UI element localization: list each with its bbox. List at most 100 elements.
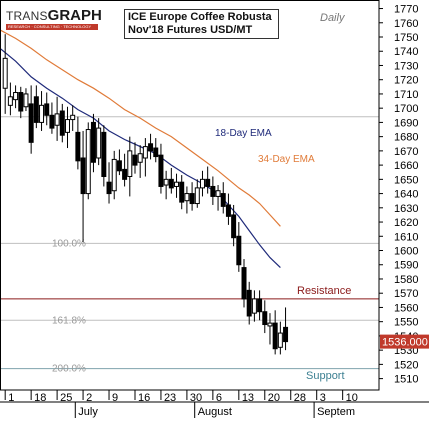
y-tick-label: 1710 [394, 89, 418, 101]
candle-down [116, 160, 122, 172]
candle-down [225, 204, 231, 217]
y-tick-label: 1680 [394, 132, 418, 144]
y-tick-label: 1520 [394, 359, 418, 371]
y-tick-label: 1550 [394, 317, 418, 329]
level-label: 161.8% [52, 315, 86, 326]
candle-up [111, 158, 117, 192]
y-tick-label: 1740 [394, 46, 418, 58]
candle-down [132, 154, 138, 166]
candle-down [283, 326, 289, 343]
candle-down [148, 143, 154, 152]
transgraph-logo: TRANSGRAPH RESEARCH · CONSULTING · TECHN… [6, 8, 102, 34]
ema-18-label: 18-Day EMA [215, 128, 272, 139]
candle-down [210, 185, 216, 197]
candle-down [179, 181, 185, 203]
candle-down [80, 157, 86, 195]
y-tick-label: 1560 [394, 302, 418, 314]
y-tick-label: 1760 [394, 18, 418, 30]
candle-up [96, 127, 102, 159]
candle-up [70, 114, 76, 121]
y-tick-label: 1590 [394, 260, 418, 272]
logo-prefix: TRANS [6, 9, 48, 23]
y-tick-label: 1670 [394, 146, 418, 158]
candle-down [106, 181, 112, 195]
candle-up [199, 178, 205, 189]
candle-up [142, 146, 148, 159]
candle-down [205, 178, 211, 187]
candle-down [231, 214, 237, 239]
y-tick-label: 1620 [394, 217, 418, 229]
candle-up [64, 119, 70, 133]
candle-up [7, 96, 13, 106]
x-tick-label: 28 [294, 392, 306, 404]
y-tick-label: 1690 [394, 117, 418, 129]
candle-down [33, 96, 39, 123]
candle-down [28, 103, 34, 143]
y-tick-label: 1580 [394, 274, 418, 286]
x-tick-label: 30 [190, 392, 202, 404]
candle-up [184, 193, 190, 202]
level-label: 200.0% [52, 364, 86, 375]
candle-down [44, 103, 50, 116]
candle-down [168, 178, 174, 189]
chart-subtitle: Nov'18 Futures USD/MT [128, 24, 253, 36]
candle-down [189, 193, 195, 205]
candle-down [153, 147, 159, 158]
candle-down [246, 289, 252, 317]
chart-title: ICE Europe Coffee Robusta [128, 11, 272, 23]
y-tick-label: 1770 [394, 4, 418, 16]
x-tick-label: 6 [216, 392, 222, 404]
candle-down [158, 154, 164, 187]
level-label: 100.0% [52, 238, 86, 249]
candle-up [251, 298, 257, 314]
candle-up [267, 322, 273, 327]
logo-tagline: RESEARCH · CONSULTING · TECHNOLOGY [6, 24, 98, 30]
candle-down [272, 322, 278, 350]
month-label: July [78, 406, 98, 418]
y-tick-label: 1630 [394, 203, 418, 215]
y-tick-label: 1660 [394, 160, 418, 172]
y-tick-label: 1730 [394, 60, 418, 72]
x-tick-label: 10 [346, 392, 358, 404]
candle-down [257, 298, 263, 313]
last-price-tag [380, 334, 429, 349]
last-price-label: 1536.000 [382, 337, 428, 349]
candle-up [137, 153, 143, 163]
x-tick-label: 18 [34, 392, 46, 404]
candle-up [13, 92, 19, 101]
y-tick-label: 1720 [394, 75, 418, 87]
candle-up [163, 178, 169, 186]
period-label: Daily [320, 12, 345, 24]
candle-down [220, 193, 226, 207]
x-tick-label: 20 [268, 392, 280, 404]
y-tick-label: 1700 [394, 103, 418, 115]
candle-up [23, 93, 29, 108]
candle-down [101, 131, 107, 177]
candle-down [241, 267, 247, 300]
candle-down [59, 110, 65, 136]
x-tick-label: 9 [112, 392, 118, 404]
x-tick-label: 23 [164, 392, 176, 404]
logo-main: GRAPH [47, 7, 102, 24]
candle-down [18, 92, 24, 112]
candle-up [54, 113, 60, 126]
chart-title-box: ICE Europe Coffee Robusta Nov'18 Futures… [124, 9, 279, 39]
ema-34-label: 34-Day EMA [258, 154, 315, 165]
ema-line-2 [0, 29, 281, 227]
candle-down [75, 131, 81, 162]
month-label: Septem [317, 406, 355, 418]
y-tick-label: 1750 [394, 32, 418, 44]
resistance-label: Resistance [297, 285, 351, 297]
month-label: August [198, 406, 232, 418]
y-tick-label: 1510 [394, 374, 418, 386]
support-label: Support [306, 370, 345, 382]
candle-down [90, 121, 96, 163]
y-tick-label: 1650 [394, 174, 418, 186]
candle-up [194, 187, 200, 205]
candle-up [277, 332, 283, 348]
y-tick-label: 1610 [394, 231, 418, 243]
x-tick-label: 1 [8, 392, 14, 404]
candle-up [39, 104, 45, 123]
